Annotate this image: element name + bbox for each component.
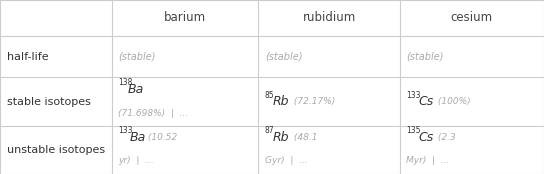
Text: stable isotopes: stable isotopes — [7, 97, 90, 107]
Text: (stable): (stable) — [265, 52, 302, 62]
Text: Cs: Cs — [418, 131, 434, 144]
Text: cesium: cesium — [451, 11, 493, 24]
Text: Cs: Cs — [418, 95, 434, 108]
Text: rubidium: rubidium — [302, 11, 356, 24]
Text: (100%): (100%) — [435, 97, 470, 106]
Text: Gyr)  |  ...: Gyr) | ... — [265, 156, 308, 165]
Text: 85: 85 — [265, 91, 275, 100]
Text: (72.17%): (72.17%) — [291, 97, 335, 106]
Text: Rb: Rb — [273, 95, 289, 108]
Text: (stable): (stable) — [118, 52, 156, 62]
Text: 138: 138 — [118, 78, 132, 87]
Text: barium: barium — [164, 11, 206, 24]
Text: Rb: Rb — [273, 131, 289, 144]
Text: 133: 133 — [406, 91, 421, 100]
Text: (2.3: (2.3 — [435, 133, 455, 142]
Text: 135: 135 — [406, 126, 421, 135]
Text: Ba: Ba — [130, 131, 146, 144]
Text: (48.1: (48.1 — [291, 133, 318, 142]
Text: half-life: half-life — [7, 52, 48, 62]
Text: (10.52: (10.52 — [145, 133, 177, 142]
Text: yr)  |  ...: yr) | ... — [118, 156, 154, 165]
Text: 133: 133 — [118, 126, 133, 135]
Text: (stable): (stable) — [406, 52, 444, 62]
Text: unstable isotopes: unstable isotopes — [7, 145, 104, 155]
Text: Myr)  |  ...: Myr) | ... — [406, 156, 450, 165]
Text: Ba: Ba — [128, 83, 144, 96]
Text: (71.698%)  |  ...: (71.698%) | ... — [118, 109, 188, 118]
Text: 87: 87 — [265, 126, 275, 135]
